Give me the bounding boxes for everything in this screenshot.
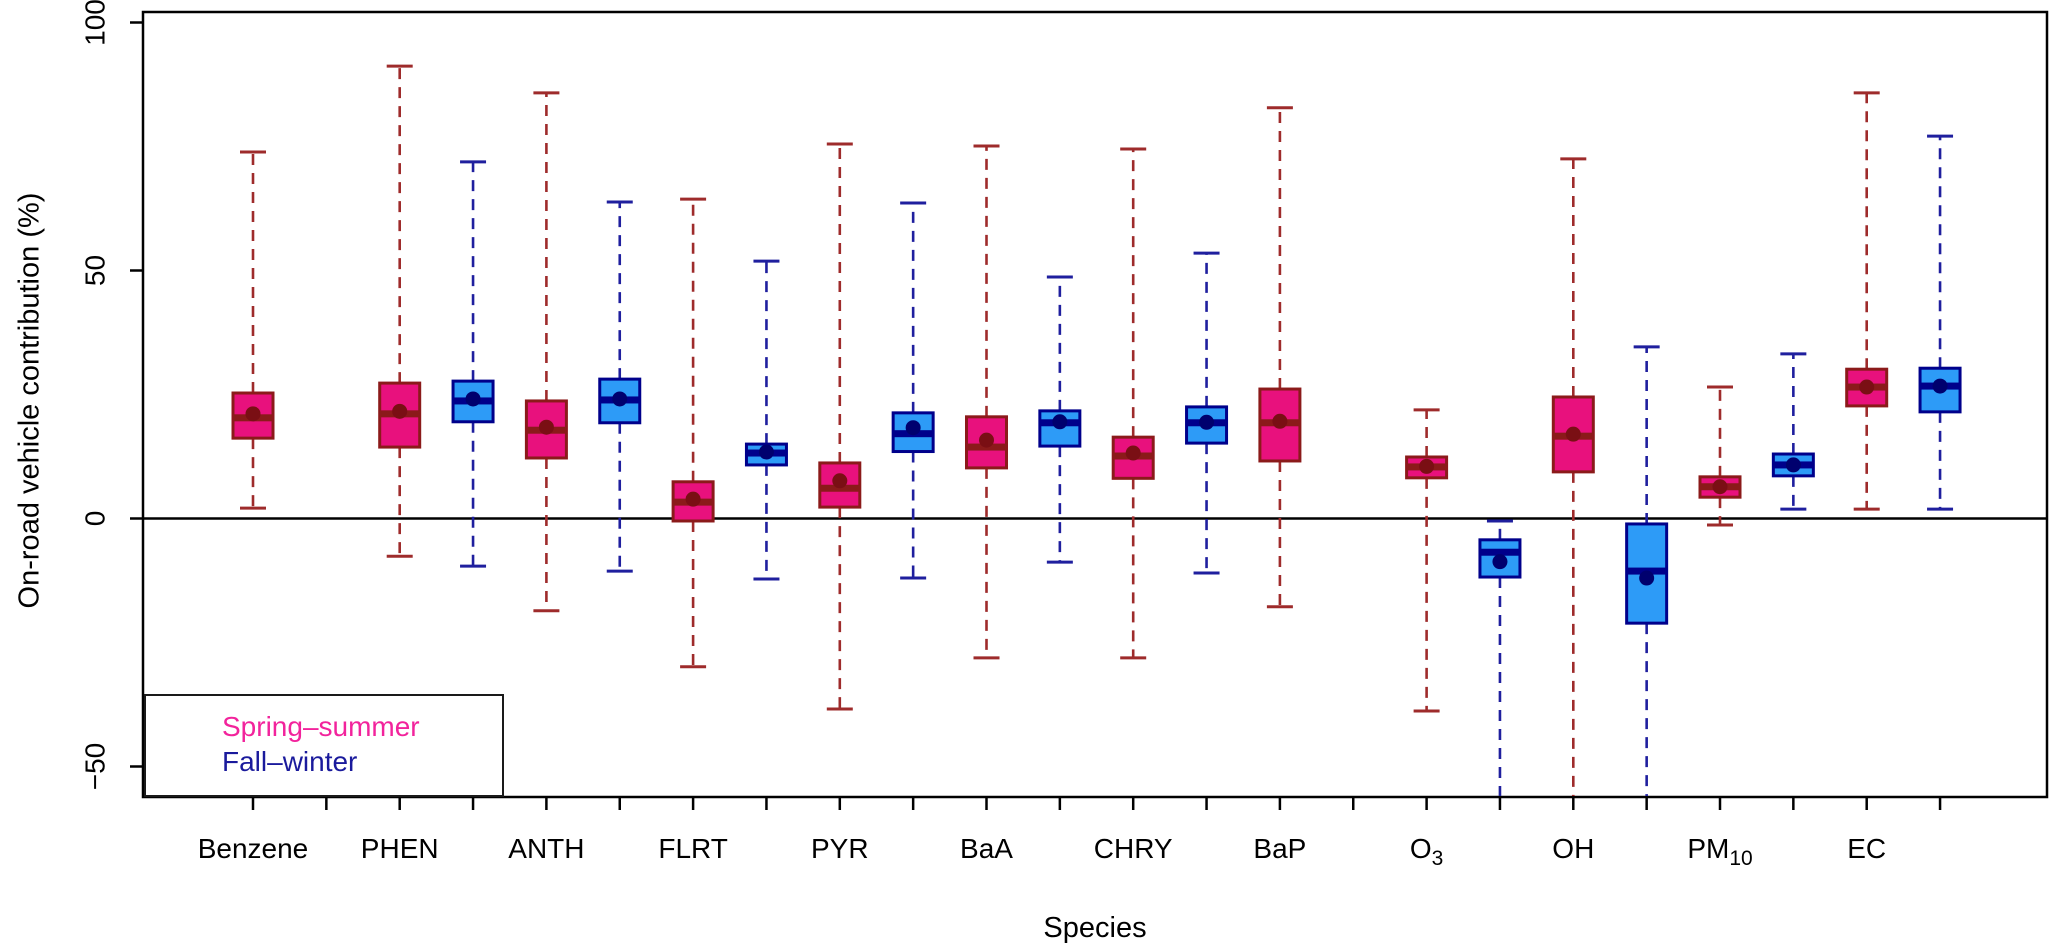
boxplot-PHEN-fall-winter-mean-dot <box>465 391 481 407</box>
boxplot-FLRT-spring-summer <box>671 197 715 669</box>
boxplot-PM10-spring-summer-mean-dot <box>1712 479 1728 495</box>
boxplot-PM10-fall-winter-mean-dot <box>1785 457 1801 473</box>
legend-box: Spring–summer Fall–winter <box>144 694 504 797</box>
boxplot-PYR-spring-summer <box>818 142 862 711</box>
boxplot-O3-spring-summer <box>1405 408 1449 713</box>
y-axis-tick-label: 100 <box>80 0 111 46</box>
y-axis-tick-label: 50 <box>80 255 111 286</box>
x-axis-label-OH: OH <box>1552 833 1594 864</box>
boxplot-O3-fall-winter-mean-dot <box>1492 554 1508 570</box>
boxplot-PYR-fall-winter-mean-dot <box>905 420 921 436</box>
boxplot-ANTH-fall-winter <box>598 200 642 573</box>
boxplot-CHRY-fall-winter <box>1185 251 1229 575</box>
boxplot-CHRY-spring-summer <box>1111 147 1155 660</box>
x-axis-label-CHRY: CHRY <box>1094 833 1173 864</box>
boxplot-CHRY-fall-winter-mean-dot <box>1199 414 1215 430</box>
boxplot-BaA-fall-winter <box>1038 275 1082 564</box>
boxplot-BaA-fall-winter-mean-dot <box>1052 414 1068 430</box>
boxplot-EC-fall-winter <box>1918 134 1962 511</box>
boxplot-O3-fall-winter-median <box>1479 548 1520 556</box>
boxplot-O3-spring-summer-mean-dot <box>1419 458 1435 474</box>
boxplot-ANTH-fall-winter-mean-dot <box>612 391 628 407</box>
boxplot-EC-fall-winter-mean-dot <box>1932 378 1948 394</box>
x-axis-title: Species <box>1043 912 1147 944</box>
boxplot-PHEN-spring-summer <box>378 64 422 558</box>
legend-item-spring-summer: Spring–summer <box>222 711 420 742</box>
boxplot-CHRY-spring-summer-mean-dot <box>1125 445 1141 461</box>
boxplot-EC-spring-summer <box>1845 91 1889 511</box>
boxplot-ANTH-spring-summer-mean-dot <box>538 419 554 435</box>
boxplot-PYR-fall-winter <box>891 201 935 580</box>
boxplot-FLRT-spring-summer-mean-dot <box>685 491 701 507</box>
y-axis-tick-label: 0 <box>80 511 111 527</box>
y-axis-tick-label: −50 <box>80 743 111 791</box>
x-axis-label-Benzene: Benzene <box>198 833 309 864</box>
x-axis-label-BaA: BaA <box>960 833 1013 864</box>
x-axis-label-ANTH: ANTH <box>508 833 584 864</box>
boxplot-PHEN-spring-summer-mean-dot <box>392 403 408 419</box>
boxplot-Benzene-spring-summer-mean-dot <box>245 406 261 422</box>
x-axis-label-FLRT: FLRT <box>658 833 728 864</box>
x-axis-label-PM10: PM10 <box>1687 833 1752 870</box>
boxplot-BaP-spring-summer-mean-dot <box>1272 413 1288 429</box>
boxplot-FLRT-fall-winter-mean-dot <box>758 444 774 460</box>
boxplot-O3-fall-winter <box>1478 519 1522 796</box>
x-axis-label-EC: EC <box>1847 833 1886 864</box>
boxplot-OH-fall-winter-mean-dot <box>1639 570 1655 586</box>
boxplot-Benzene-spring-summer <box>231 150 275 510</box>
boxplot-PM10-fall-winter <box>1771 352 1815 511</box>
x-axis-label-PYR: PYR <box>811 833 869 864</box>
x-axis-label-PHEN: PHEN <box>361 833 439 864</box>
y-axis-title: On-road vehicle contribution (%) <box>13 192 46 609</box>
boxplot-PM10-spring-summer <box>1698 385 1742 527</box>
boxplot-ANTH-spring-summer <box>524 91 568 613</box>
boxplot-BaP-spring-summer <box>1258 106 1302 609</box>
x-axis-label-O3: O3 <box>1410 833 1443 870</box>
boxplot-OH-spring-summer-mean-dot <box>1565 426 1581 442</box>
boxplot-EC-spring-summer-mean-dot <box>1859 379 1875 395</box>
boxplot-PHEN-fall-winter <box>451 160 495 568</box>
boxplot-BaA-spring-summer <box>965 144 1008 660</box>
boxplot-OH-fall-winter <box>1625 345 1669 796</box>
boxplot-FLRT-fall-winter <box>744 259 788 581</box>
boxplot-BaA-spring-summer-mean-dot <box>979 432 994 448</box>
boxplot-PYR-spring-summer-mean-dot <box>832 473 848 489</box>
legend-item-fall-winter: Fall–winter <box>222 746 358 777</box>
x-axis-label-BaP: BaP <box>1253 833 1306 864</box>
plot-panel-border <box>141 10 2049 799</box>
boxplot-OH-spring-summer <box>1551 157 1595 796</box>
